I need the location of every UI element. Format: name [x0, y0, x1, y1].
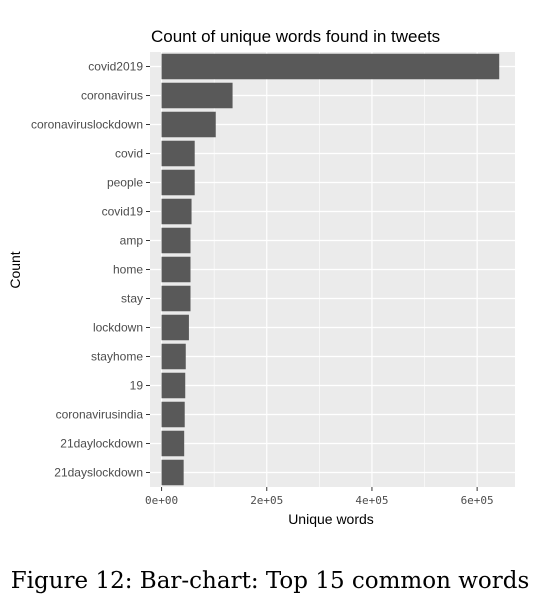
y-tick-label: covid: [115, 147, 143, 161]
y-tick-label: 21dayslockdown: [54, 466, 143, 480]
y-tick-label: covid2019: [88, 60, 143, 74]
y-tick-label: 21daylockdown: [60, 437, 143, 451]
bar-coronavirus: [161, 82, 233, 109]
y-tick-label: stay: [121, 292, 143, 306]
y-tick-label: 19: [130, 379, 144, 393]
x-tick-label: 6e+05: [461, 494, 494, 507]
y-tick-label: stayhome: [91, 350, 143, 364]
bar-chart: Count of unique words found in tweets co…: [7, 27, 515, 527]
bar-21daylockdown: [161, 430, 185, 457]
y-axis-ticks: covid2019 coronavirus coronaviruslockdown c…: [31, 60, 150, 480]
bar-coronavirusindia: [161, 401, 185, 428]
bar-21dayslockdown: [161, 459, 184, 486]
y-tick-label: people: [107, 176, 143, 190]
y-tick-label: coronavirusindia: [56, 408, 144, 422]
bar-19: [161, 372, 186, 399]
x-axis-ticks: 0e+00 2e+05 4e+05 6e+05: [145, 487, 494, 507]
bar-people: [161, 169, 195, 196]
bar-stayhome: [161, 343, 186, 370]
y-tick-label: amp: [120, 234, 144, 248]
y-tick-label: coronavirus: [81, 89, 143, 103]
bar-covid19: [161, 198, 192, 225]
bar-coronaviruslockdown: [161, 111, 216, 138]
bar-home: [161, 256, 191, 283]
x-tick-label: 4e+05: [355, 494, 388, 507]
bar-covid2019: [161, 53, 500, 80]
bars: [161, 53, 500, 486]
bar-lockdown: [161, 314, 189, 341]
bar-stay: [161, 285, 191, 312]
figure-caption: Figure 12: Bar-chart: Top 15 common word…: [10, 568, 530, 594]
y-tick-label: covid19: [102, 205, 144, 219]
y-tick-label: home: [113, 263, 143, 277]
x-tick-label: 0e+00: [145, 494, 178, 507]
x-tick-label: 2e+05: [250, 494, 283, 507]
bar-covid: [161, 140, 195, 167]
bar-amp: [161, 227, 191, 254]
y-tick-label: lockdown: [93, 321, 143, 335]
y-axis-label: Count: [7, 251, 23, 288]
x-axis-label: Unique words: [288, 511, 374, 527]
y-tick-label: coronaviruslockdown: [31, 118, 143, 132]
chart-title: Count of unique words found in tweets: [151, 27, 440, 46]
